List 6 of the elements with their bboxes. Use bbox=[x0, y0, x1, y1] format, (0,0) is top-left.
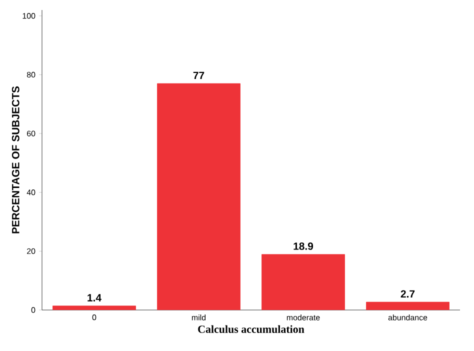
data-label: 1.4 bbox=[88, 294, 102, 302]
data-label: 18.9 bbox=[294, 242, 314, 250]
data-label: 2.7 bbox=[400, 290, 415, 298]
data-label: 77 bbox=[193, 72, 204, 80]
y-axis-title: PERCENTAGE OF SUBJECTS bbox=[12, 86, 20, 234]
x-axis-title: Calculus accumulation bbox=[198, 325, 304, 333]
